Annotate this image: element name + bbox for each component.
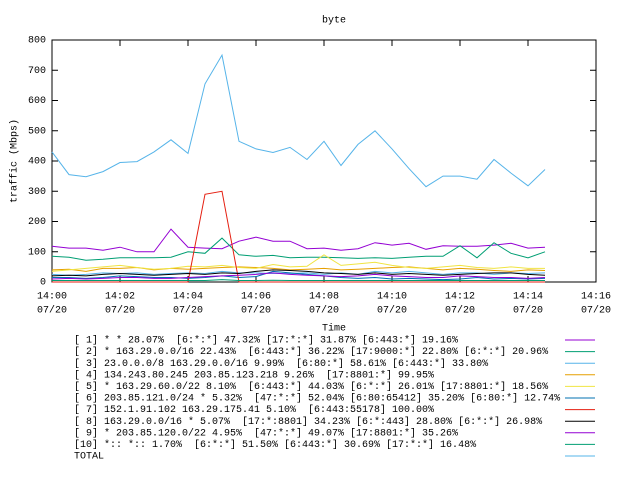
x-tick-label: 14:06 [241,292,271,303]
legend-label: [ 8] 163.29.0.0/16 * 5.07% [17:*:8801] 3… [74,416,542,428]
legend-label: [ 4] 134.243.80.245 203.85.123.218 9.26%… [74,369,434,381]
y-tick-label: 600 [28,96,46,107]
x-tick-date: 07/20 [241,305,271,317]
x-tick-date: 07/20 [173,305,203,317]
x-tick-date: 07/20 [105,305,135,317]
x-tick-label: 14:08 [309,292,339,303]
legend-label: TOTAL [74,452,104,463]
series-line [52,270,546,281]
x-tick-date: 07/20 [377,305,407,317]
x-tick-date: 07/20 [309,305,339,317]
y-tick-label: 500 [28,126,46,137]
x-tick-date: 07/20 [581,305,611,317]
y-tick-label: 300 [28,187,46,198]
x-tick-label: 14:00 [37,292,67,303]
legend-label: [ 2] * 163.29.0.0/16 22.43% [6:443:*] 36… [74,346,548,358]
x-tick-label: 14:02 [105,292,135,303]
series-line [52,279,545,281]
x-tick-date: 07/20 [37,305,67,317]
y-tick-label: 800 [28,36,46,47]
y-tick-label: 100 [28,247,46,258]
chart-title: byte [322,15,346,27]
y-tick-label: 400 [28,157,46,168]
x-tick-label: 14:12 [445,292,475,303]
y-tick-label: 0 [40,278,46,289]
x-tick-label: 14:16 [581,292,611,303]
x-tick-label: 14:04 [173,292,203,303]
x-tick-label: 14:14 [513,292,543,303]
legend-label: [ 5] * 163.29.60.0/22 8.10% [6:443:*] 44… [74,381,548,393]
x-tick-date: 07/20 [513,305,543,317]
y-tick-label: 700 [28,66,46,77]
plot-border [51,39,597,283]
legend-label: [ 7] 152.1.91.102 163.29.175.41 5.10% [6… [74,404,434,416]
x-tick-date: 07/20 [445,305,475,317]
series-line [51,254,545,272]
x-tick-label: 14:10 [377,292,407,303]
y-axis-label: traffic (Mbps) [9,119,21,203]
x-axis-label: Time [322,323,346,335]
legend-label: [10] *:: *:: 1.70% [6:*:*] 51.50% [6:443… [74,439,476,451]
series-line [51,237,546,261]
y-tick-label: 200 [28,217,46,228]
legend-label: [ 1] * * 28.07% [6:*:*] 47.32% [17:*:*] … [74,335,458,347]
legend-label: [ 3] 23.0.0.0/8 163.29.0.0/16 9.99% [6:8… [74,358,488,370]
series-line [51,228,546,253]
series-line [51,272,546,280]
legend-label: [ 9] * 203.85.120.0/22 4.95% [47:*:*] 49… [74,427,458,439]
series-line [52,190,545,283]
series-line [51,53,546,188]
legend-label: [ 6] 203.85.121.0/24 * 5.32% [47:*:*] 52… [74,393,560,405]
series-line [51,269,546,277]
